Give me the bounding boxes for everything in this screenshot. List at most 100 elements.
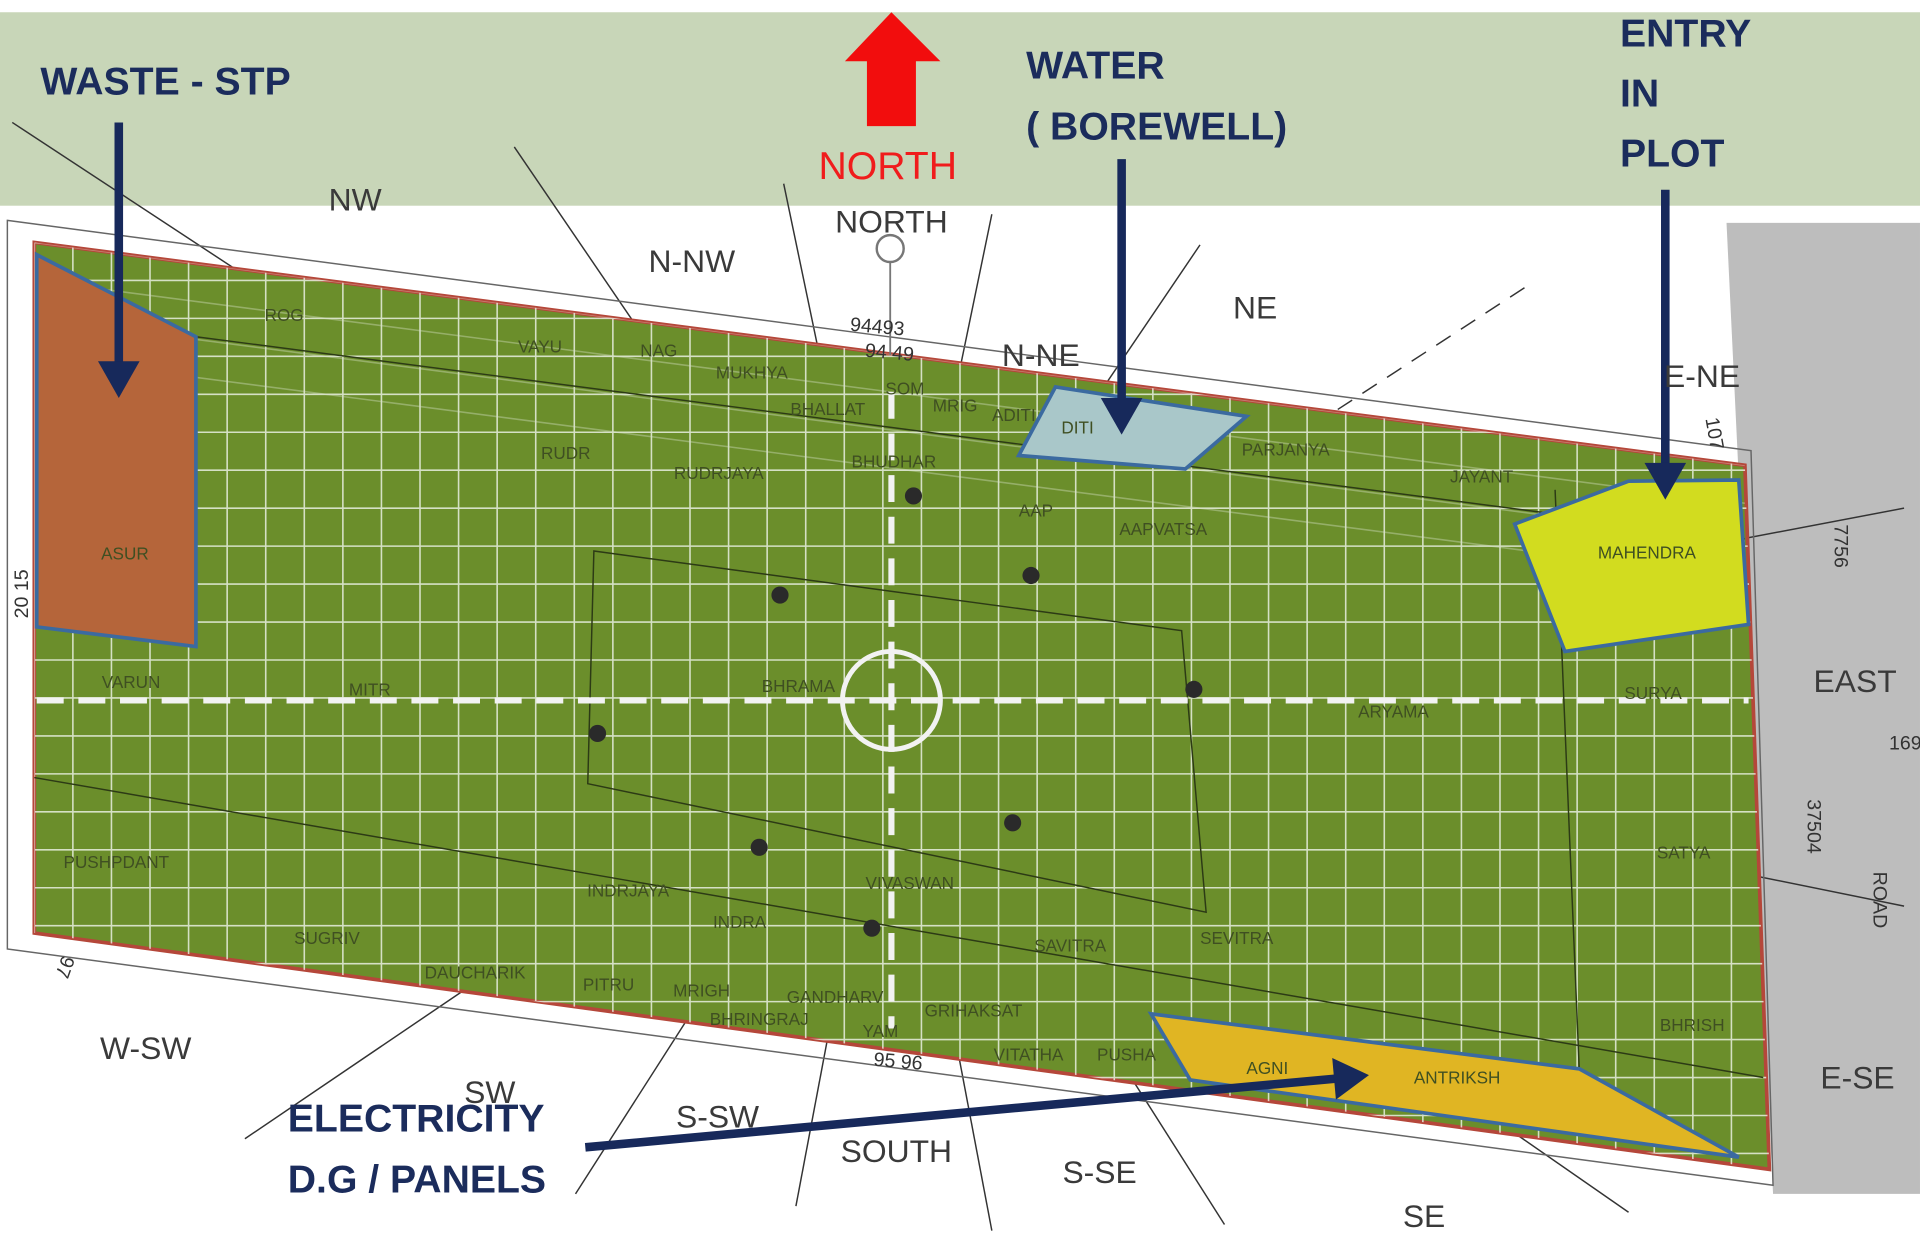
direction-label: W-SW	[100, 1030, 191, 1066]
zone-label: RUDRJAYA	[674, 463, 764, 483]
direction-label: E-SE	[1820, 1060, 1894, 1096]
zone-label: PUSHPDANT	[64, 852, 170, 872]
zone-label: SEVITRA	[1200, 928, 1274, 948]
direction-label: S-SW	[676, 1099, 759, 1135]
direction-label: EAST	[1814, 663, 1897, 699]
zone-label: SAVITRA	[1034, 935, 1107, 955]
zone-label: MITR	[349, 679, 391, 699]
direction-label: NORTH	[835, 204, 948, 240]
direction-label: S-SE	[1062, 1154, 1136, 1190]
arrow-head	[1100, 397, 1143, 435]
dimension-label: 20 15	[11, 569, 33, 618]
direction-label: SE	[1403, 1198, 1445, 1234]
direction-label: SW	[464, 1074, 515, 1110]
zone-label: AAPVATSA	[1119, 519, 1207, 539]
direction-label: N-NW	[649, 243, 736, 279]
zone-label: MAHENDRA	[1598, 542, 1697, 562]
dimension-label: 169	[1889, 732, 1920, 754]
road	[1726, 222, 1920, 1194]
zone-label: VARUN	[102, 672, 161, 692]
marker-dot	[904, 487, 923, 505]
zone-line	[195, 336, 1745, 540]
zone-outline	[587, 550, 1207, 914]
zone-label: BHALLAT	[790, 399, 865, 419]
dimension-label: 37504	[1802, 799, 1824, 854]
zone-label: PITRU	[583, 975, 634, 995]
zone-label: INDRA	[713, 912, 767, 932]
direction-label: SOUTH	[841, 1133, 952, 1169]
dimension-label: 94493	[849, 314, 905, 341]
arrow-shaft	[584, 1074, 1336, 1152]
zone-label: AAP	[1019, 501, 1053, 521]
marker-dot	[750, 838, 768, 856]
callout-label: ELECTRICITY	[288, 1097, 545, 1140]
electricity-zone	[1147, 1011, 1740, 1159]
zone-label: GANDHARV	[787, 987, 884, 1007]
zone-label: INDRJAYA	[587, 880, 670, 900]
zone-label: SURYA	[1624, 683, 1682, 703]
compass-circle	[875, 233, 905, 264]
arrow-head	[1644, 462, 1687, 500]
callout-label: PLOT	[1620, 133, 1725, 176]
north-arrow	[844, 12, 941, 127]
dimension-label: ROAD	[1868, 872, 1890, 929]
zone-label: AGNI	[1246, 1058, 1288, 1078]
arrow-head	[1332, 1057, 1369, 1100]
dimension-label: 107	[1700, 416, 1727, 452]
zone-label: SATYA	[1657, 842, 1711, 862]
marker-dot	[1004, 814, 1022, 832]
zone-label: MUKHYA	[716, 362, 789, 382]
zone-label: PARJANYA	[1242, 440, 1330, 460]
top-band	[0, 12, 1920, 206]
zone-line	[34, 776, 1764, 1079]
direction-label: E-NE	[1664, 358, 1740, 394]
zone-label: PUSHA	[1097, 1044, 1157, 1064]
callout-label: ENTRY	[1620, 13, 1751, 56]
direction-label: NE	[1233, 289, 1277, 325]
marker-dot	[588, 724, 607, 743]
zone-label: GRIHAKSAT	[925, 1000, 1023, 1020]
marker-dot	[771, 586, 789, 604]
zone-label: JAYANT	[1450, 466, 1514, 486]
callout-label: D.G / PANELS	[288, 1159, 546, 1202]
zone-label: ROG	[265, 305, 304, 325]
zone-label: BHRISH	[1660, 1015, 1725, 1035]
callout-label: IN	[1620, 73, 1659, 116]
waste-zone	[34, 251, 198, 649]
zone-label: VIVASWAN	[866, 873, 955, 893]
callout-label: WATER	[1026, 44, 1165, 87]
marker-dot	[1022, 566, 1040, 585]
marker-dot	[863, 919, 881, 937]
zone-label: VAYU	[518, 337, 562, 357]
dimension-label: 94 49	[864, 340, 915, 366]
zone-label: BHRAMA	[762, 676, 836, 696]
zone-label: YAM	[862, 1021, 898, 1041]
water-zone	[1015, 384, 1251, 471]
callout-label: WASTE - STP	[40, 60, 290, 103]
direction-label: NW	[329, 182, 382, 218]
zone-label: VITATHA	[994, 1044, 1064, 1064]
entry-zone	[1512, 478, 1751, 654]
zone-label: NAG	[640, 340, 677, 360]
markers	[588, 487, 1203, 937]
zone-label: SUGRIV	[294, 928, 360, 948]
brahma-circle	[840, 648, 943, 752]
dimension-label: 95 96	[873, 1049, 924, 1075]
zone-label: ASUR	[101, 544, 149, 564]
labels: WASTE - STP WATER ( BOREWELL) ENTRY IN PLOT EL…	[11, 13, 1920, 1234]
grid-line	[34, 355, 1745, 580]
zone-label: MRIG	[933, 395, 978, 415]
zone-label: SOM	[885, 378, 924, 398]
zone-label: ADITI	[992, 405, 1036, 425]
direction-label: N-NE	[1002, 337, 1080, 373]
arrow-head	[97, 361, 140, 398]
zone-label: MRIGH	[673, 981, 730, 1001]
grid-line	[34, 317, 1745, 543]
dimension-label: 7756	[1829, 524, 1851, 568]
callout-label: ( BOREWELL)	[1026, 106, 1287, 149]
zone-label: DAUCHARIK	[425, 962, 526, 982]
zone-label: ARYAMA	[1358, 702, 1429, 722]
zone-label: BHUDHAR	[852, 452, 937, 472]
